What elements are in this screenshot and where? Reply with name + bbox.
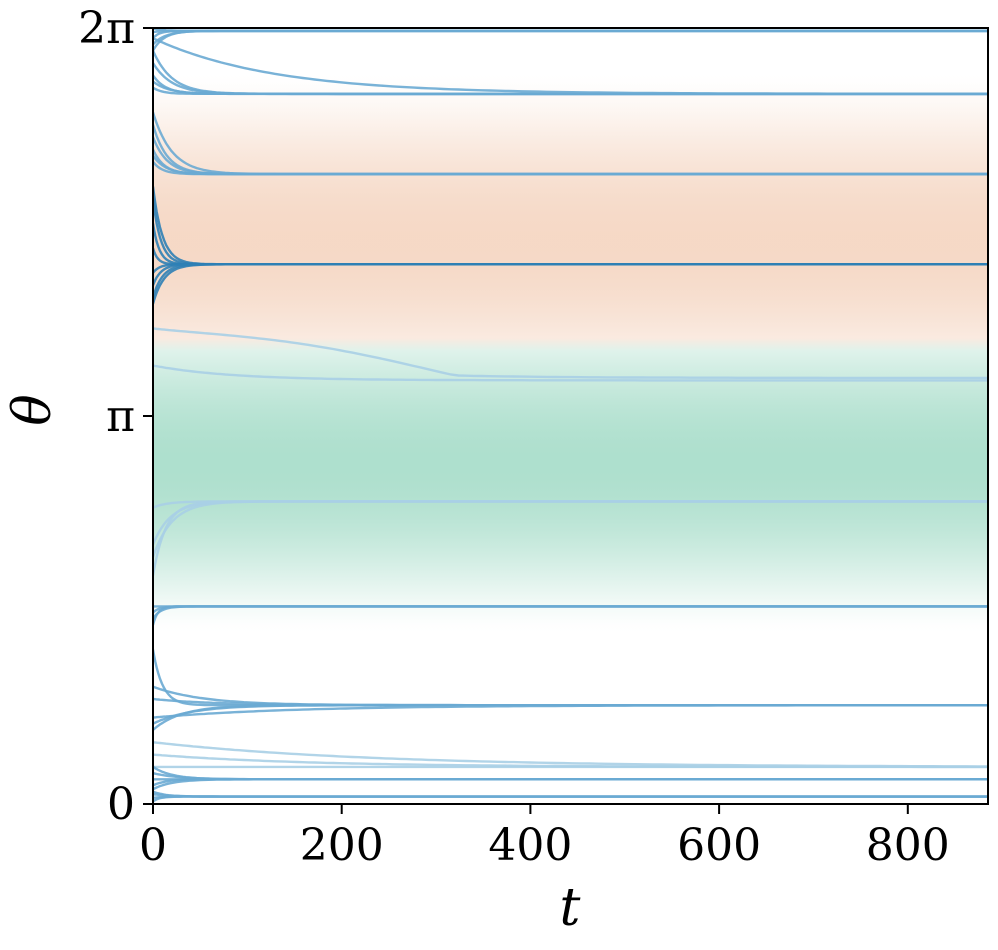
x-tick-label: 600 [677, 820, 761, 871]
trajectory-line-25 [153, 327, 988, 380]
x-axis-ticks: 0 200 400 600 800 [139, 804, 950, 871]
y-tick-label: 0 [107, 779, 135, 830]
x-tick-label: 800 [866, 820, 950, 871]
x-tick-label: 400 [488, 820, 572, 871]
x-tick-label: 0 [139, 820, 167, 871]
trajectory-line-10 [153, 86, 988, 96]
background-field [153, 28, 988, 804]
y-tick-label: 2π [78, 3, 135, 54]
y-axis-title: θ [3, 394, 63, 425]
trajectory-line-4 [153, 29, 988, 52]
trajectory-line-16 [153, 161, 988, 176]
trajectory-line-30 [153, 500, 988, 576]
x-axis-title: t [560, 878, 581, 938]
trajectory-line-34 [153, 605, 988, 626]
trajectory-line-48 [153, 778, 988, 791]
trajectories [153, 28, 988, 803]
trajectory-line-24 [153, 263, 988, 305]
trajectory-line-26 [153, 364, 988, 382]
y-tick-label: π [106, 391, 135, 442]
trajectory-line-52 [153, 795, 988, 803]
y-axis-ticks: 0 π 2π [78, 3, 153, 830]
x-tick-label: 200 [300, 820, 384, 871]
trajectory-line-40 [153, 704, 988, 731]
